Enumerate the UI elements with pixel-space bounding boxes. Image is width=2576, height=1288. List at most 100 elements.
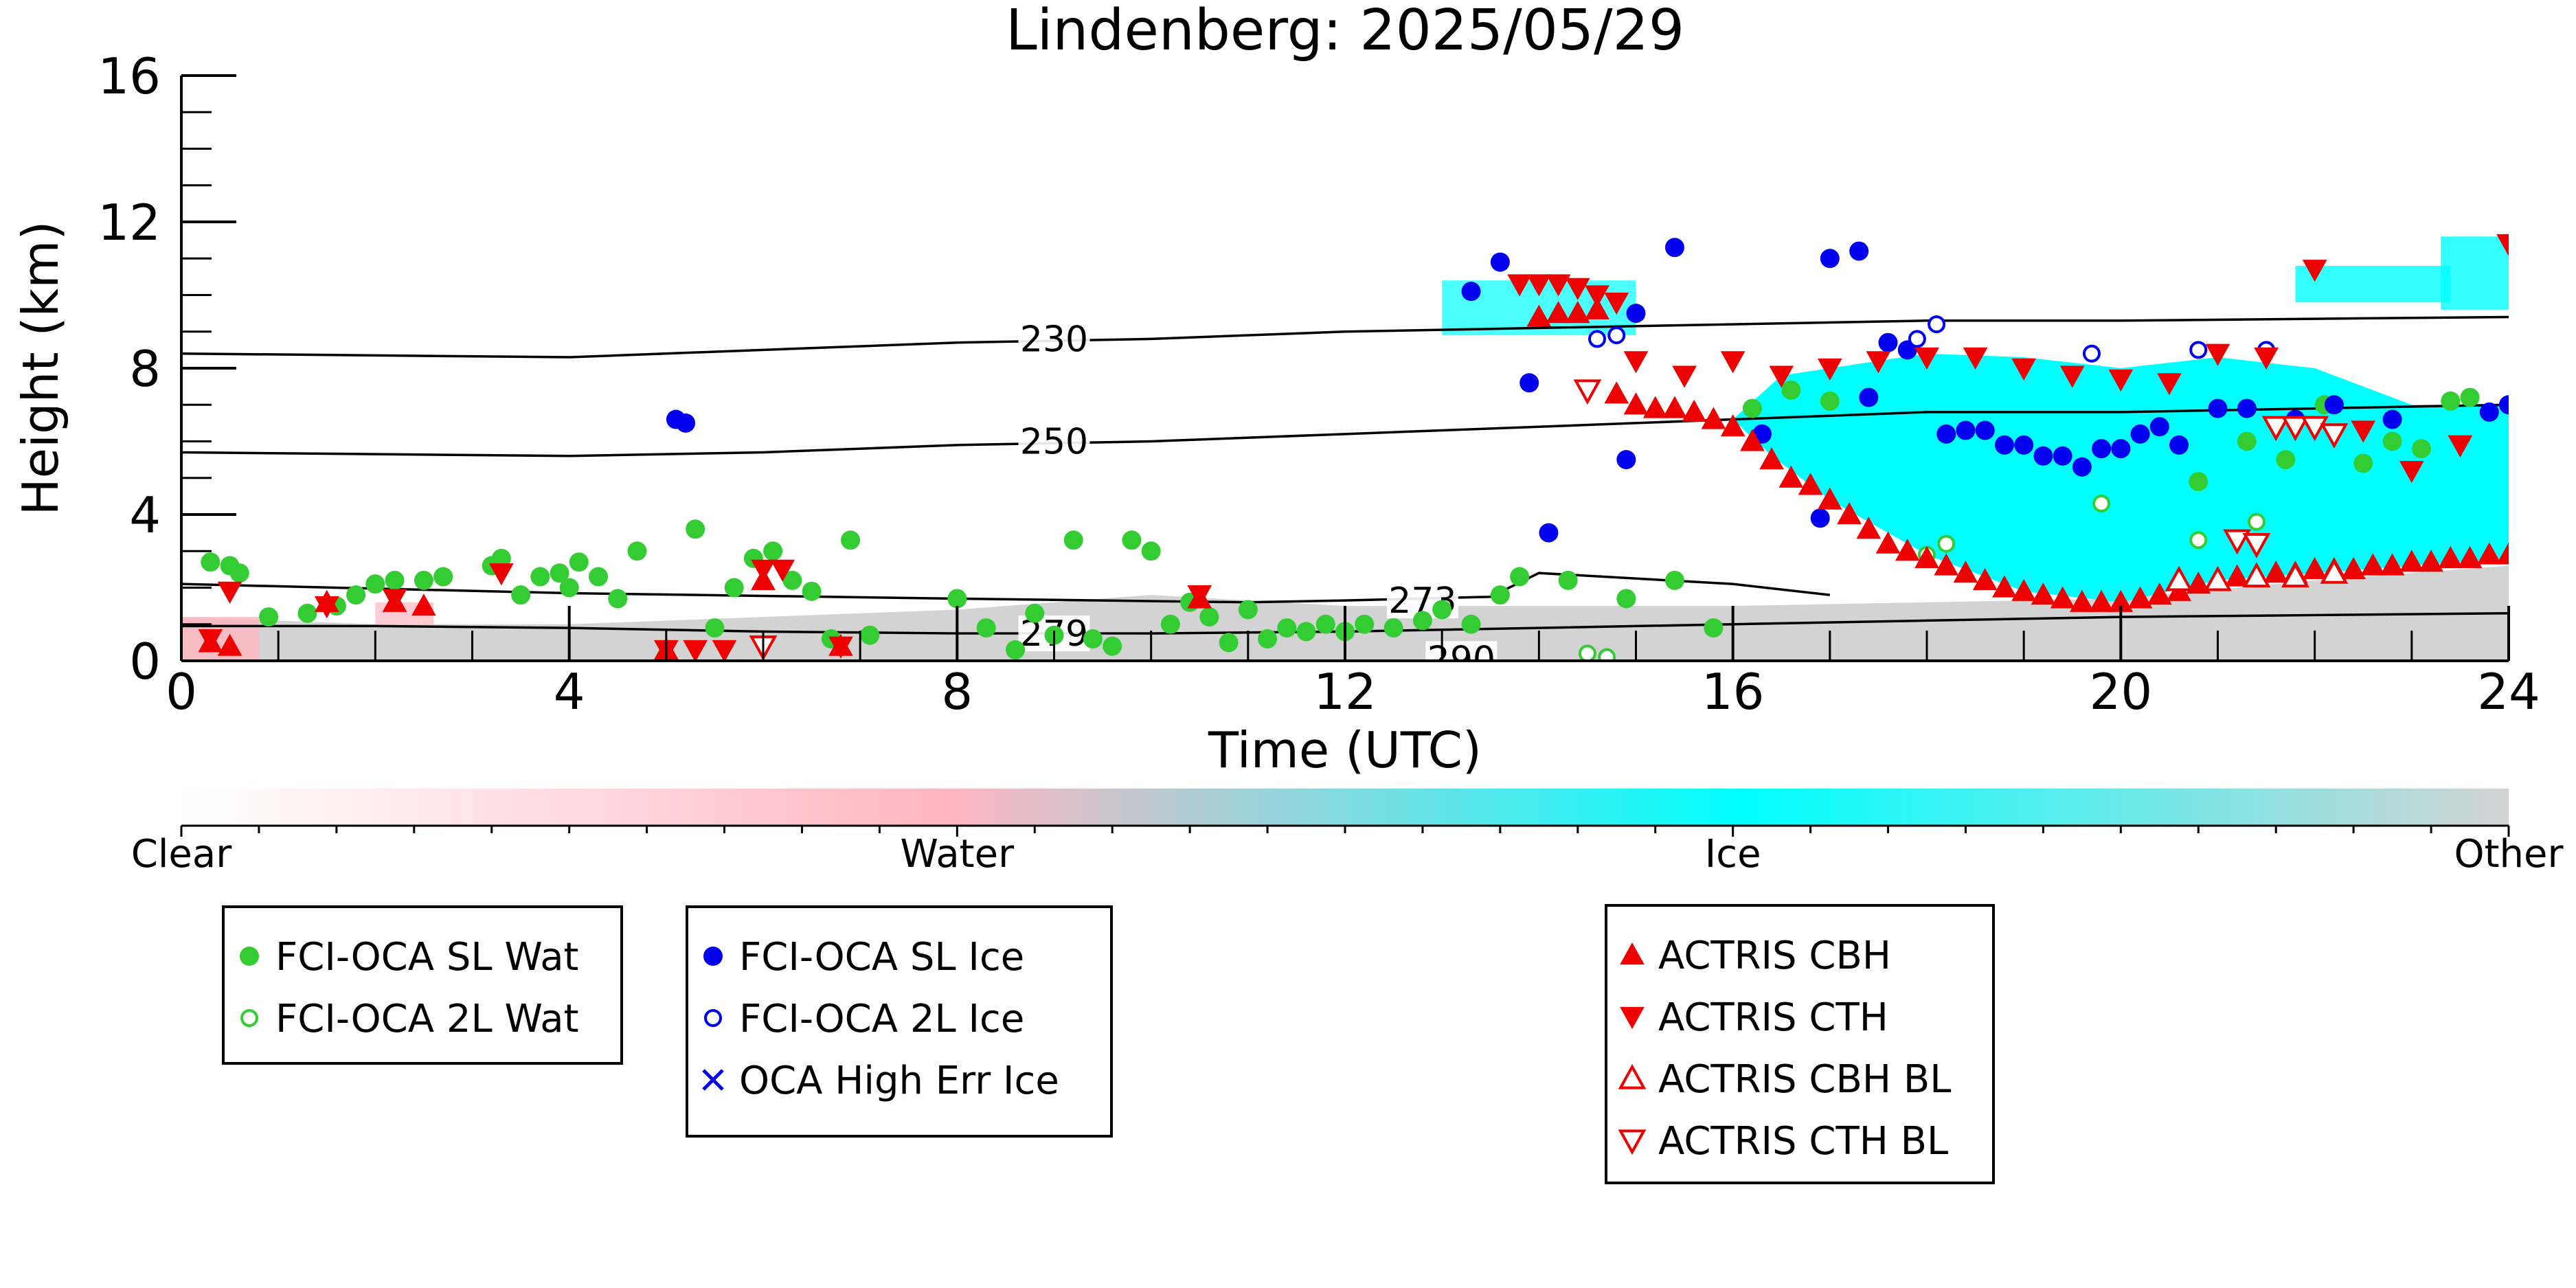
series-actris-cth — [198, 234, 2509, 661]
data-point — [2070, 589, 2094, 612]
data-point — [1662, 396, 1687, 418]
data-point — [2496, 234, 2509, 256]
data-point — [2351, 420, 2376, 443]
data-point — [2460, 387, 2480, 407]
data-point — [1103, 636, 1122, 656]
data-point — [1412, 611, 1432, 631]
data-point — [2419, 550, 2443, 572]
data-point — [2382, 409, 2402, 429]
y-tick-label: 12 — [98, 194, 161, 251]
ice-patch — [2295, 265, 2451, 303]
data-point — [2324, 395, 2344, 415]
data-point — [1820, 249, 1840, 269]
data-point — [2092, 495, 2111, 513]
data-point — [2147, 583, 2172, 605]
data-point — [2242, 533, 2271, 558]
colorbar — [181, 789, 2509, 826]
data-point — [2301, 416, 2329, 442]
data-point — [782, 570, 802, 590]
legend-marker — [704, 1009, 722, 1027]
data-point — [559, 578, 579, 598]
data-point — [1740, 429, 1765, 451]
data-markers — [198, 234, 2509, 661]
data-point — [1598, 648, 1616, 661]
data-point — [1866, 351, 1891, 374]
data-point — [1006, 640, 1026, 660]
data-point — [627, 541, 647, 561]
data-point — [976, 618, 996, 638]
data-point — [2479, 402, 2499, 422]
data-point — [1994, 435, 2014, 455]
data-point — [1383, 618, 1403, 638]
legend-marker — [240, 1009, 258, 1027]
y-tick-label: 0 — [129, 633, 161, 690]
x-tick-label: 12 — [1313, 663, 1377, 721]
data-point — [2496, 542, 2509, 565]
legend-label: FCI-OCA SL Wat — [275, 935, 579, 980]
data-point — [2242, 562, 2271, 588]
data-point — [1160, 614, 1180, 634]
legend-marker — [1620, 942, 1645, 965]
data-point — [860, 625, 880, 645]
data-point — [1187, 585, 1212, 608]
colorbar-label: Water — [901, 832, 1015, 877]
data-point — [2205, 343, 2230, 366]
series-fci-oca-2l-wat — [1578, 495, 2266, 661]
data-point — [1585, 285, 1609, 308]
data-point — [2223, 529, 2252, 555]
data-point — [1578, 644, 1596, 661]
isotherm-label-bg — [1018, 423, 1090, 460]
data-point — [683, 640, 708, 661]
data-point — [2441, 391, 2461, 411]
data-point — [2399, 461, 2424, 484]
data-point — [1604, 381, 1629, 404]
data-point — [705, 618, 725, 638]
x-tick-label: 16 — [1702, 663, 1765, 721]
data-point — [2189, 472, 2208, 492]
y-tick-label: 16 — [98, 47, 161, 105]
legend-marker — [1618, 1063, 1647, 1089]
colorbar-label: Other — [2454, 832, 2564, 877]
data-point — [947, 589, 967, 609]
data-point — [1672, 365, 1697, 388]
data-point — [2382, 431, 2402, 451]
data-point — [1953, 561, 1978, 583]
data-point — [2261, 416, 2290, 442]
data-point — [1701, 407, 1726, 429]
data-point — [1573, 379, 1602, 405]
chart-title: Lindenberg: 2025/05/29 — [1006, 0, 1684, 63]
data-point — [2254, 347, 2279, 370]
colorbar-label: Ice — [1705, 832, 1761, 877]
data-point — [1682, 399, 1707, 422]
data-point — [1963, 347, 1988, 370]
data-point — [2082, 344, 2101, 363]
data-point — [2011, 358, 2037, 381]
data-point — [763, 541, 783, 561]
data-point — [2411, 439, 2431, 459]
data-point — [2014, 435, 2034, 455]
data-point — [1461, 614, 1481, 634]
data-point — [724, 578, 744, 598]
data-point — [1623, 351, 1649, 374]
data-point — [1720, 414, 1745, 437]
data-point — [2031, 583, 2056, 605]
data-point — [589, 567, 609, 587]
data-point — [346, 585, 366, 605]
data-point — [2033, 446, 2053, 466]
data-point — [1219, 633, 1239, 653]
data-point — [2476, 542, 2502, 565]
data-point — [1083, 629, 1103, 649]
series-fci-oca-2l-ice — [1588, 315, 2276, 363]
y-axis-label: Height (km) — [12, 221, 69, 516]
data-point — [1820, 391, 1840, 411]
data-point — [1025, 603, 1045, 623]
data-point — [1878, 332, 1898, 352]
legend-frame — [1605, 904, 1995, 1184]
data-point — [2448, 435, 2473, 457]
legend-frame — [686, 905, 1113, 1138]
series-actris-cth-bl — [749, 379, 2349, 661]
data-point — [1798, 473, 1823, 495]
data-point — [1277, 618, 1297, 638]
data-point — [2237, 431, 2257, 451]
